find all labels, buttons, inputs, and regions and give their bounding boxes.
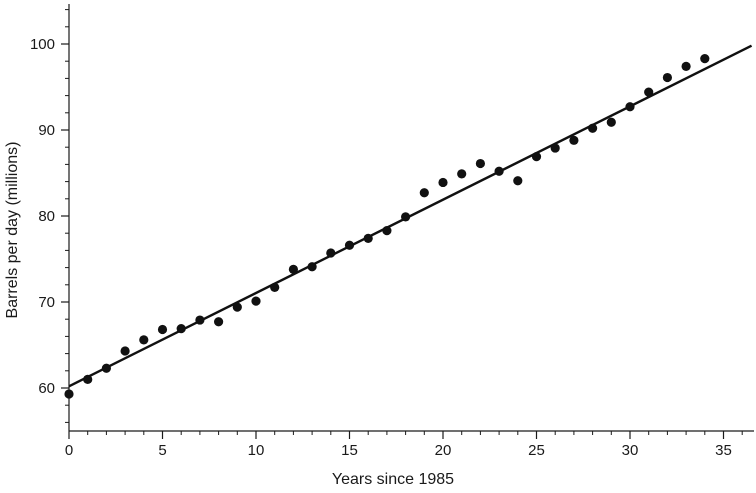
- y-tick-label: 100: [30, 36, 55, 53]
- data-point: [569, 135, 579, 145]
- y-tick-label: 90: [38, 122, 55, 139]
- x-tick-label: 20: [435, 442, 452, 459]
- data-point: [513, 176, 523, 186]
- x-tick-label: 0: [65, 442, 73, 459]
- y-minor-ticks: [65, 9, 69, 423]
- data-point: [644, 87, 654, 97]
- data-point: [700, 54, 710, 64]
- data-point: [270, 282, 280, 292]
- data-point: [251, 296, 261, 306]
- data-point: [195, 315, 205, 325]
- y-major-ticks: [61, 43, 69, 389]
- data-point: [344, 240, 355, 250]
- tick-labels: 60 70 80 90 100 0 5 10 15 20 25 30 35: [30, 36, 732, 459]
- x-minor-ticks: [87, 431, 743, 435]
- data-point: [382, 226, 392, 236]
- data-point: [326, 248, 336, 258]
- data-point: [363, 233, 373, 243]
- data-point: [438, 177, 448, 188]
- x-tick-label: 35: [715, 442, 732, 459]
- data-point: [83, 374, 93, 384]
- trend-line: [68, 44, 753, 388]
- data-point: [139, 335, 149, 345]
- y-axis-title: Barrels per day (millions): [4, 142, 21, 319]
- data-point: [475, 158, 485, 169]
- data-point: [120, 346, 130, 356]
- x-major-ticks: [68, 431, 725, 439]
- x-axis-title: Years since 1985: [332, 471, 454, 488]
- axes: [61, 4, 754, 439]
- data-point: [157, 324, 168, 335]
- x-tick-label: 15: [341, 442, 358, 459]
- data-point: [288, 264, 298, 274]
- data-point: [401, 212, 411, 222]
- y-tick-label: 80: [38, 208, 55, 225]
- data-point: [494, 166, 504, 176]
- x-tick-label: 10: [248, 442, 265, 459]
- data-point: [457, 169, 467, 179]
- x-tick-label: 25: [528, 442, 545, 459]
- data-point: [176, 324, 186, 334]
- data-point: [419, 188, 429, 198]
- data-point: [101, 363, 111, 373]
- data-point: [550, 143, 560, 153]
- y-tick-label: 60: [38, 380, 55, 397]
- data-point: [662, 72, 673, 83]
- x-tick-label: 30: [622, 442, 639, 459]
- data-point: [64, 389, 74, 399]
- data-point: [681, 61, 691, 71]
- data-point: [531, 152, 542, 162]
- data-point: [214, 317, 224, 327]
- data-point: [232, 302, 242, 312]
- data-point: [307, 262, 317, 272]
- data-point: [606, 117, 616, 127]
- y-tick-label: 70: [38, 294, 55, 311]
- data-point: [625, 102, 635, 112]
- data-point: [588, 123, 598, 133]
- data-points: [64, 54, 710, 399]
- x-tick-label: 5: [158, 442, 166, 459]
